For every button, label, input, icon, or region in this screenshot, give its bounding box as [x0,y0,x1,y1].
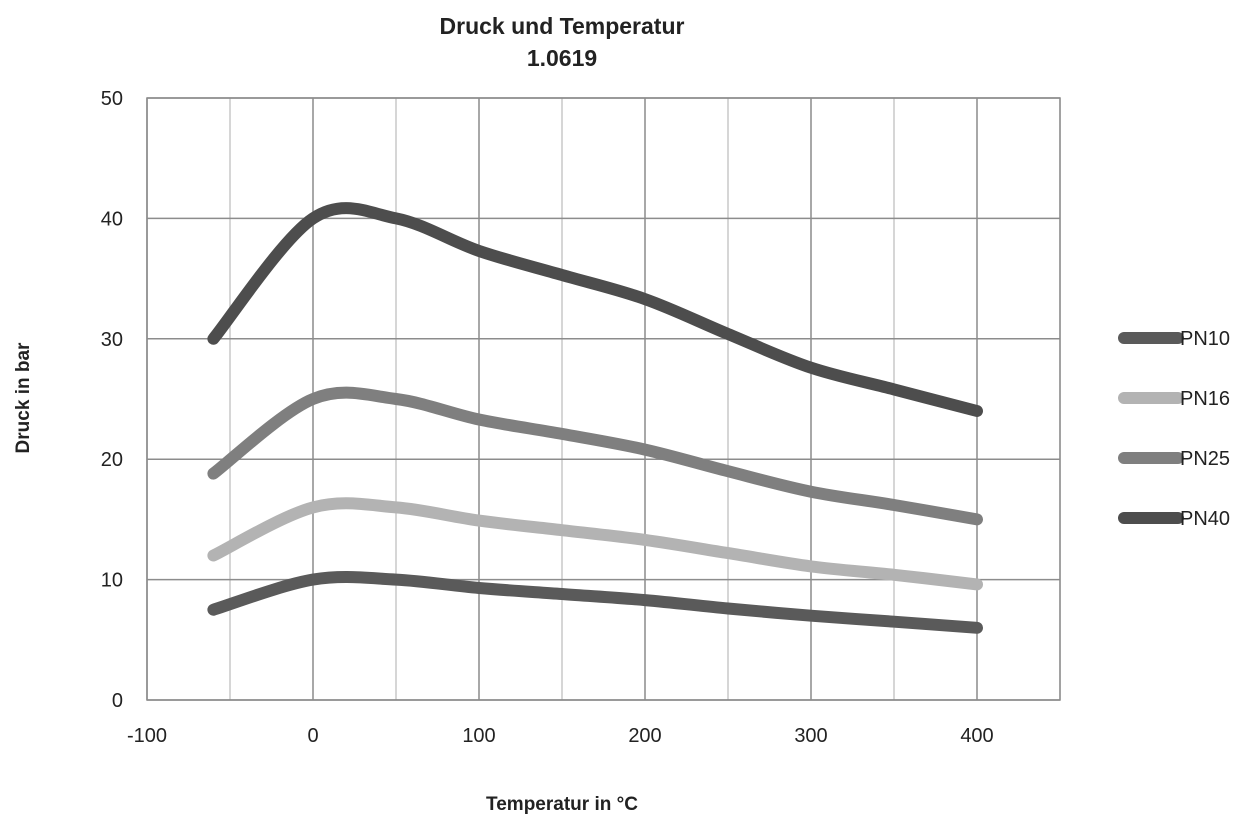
chart-title: Druck und Temperatur 1.0619 [0,10,1124,74]
y-axis-title: Druck in bar [13,342,34,453]
y-tick-label: 20 [101,449,123,471]
y-tick-label: 40 [101,208,123,230]
series-layer [207,202,983,634]
chart-title-line: Druck und Temperatur [439,13,685,39]
y-tick-label: 10 [101,570,123,592]
x-tick-label: 0 [307,725,318,747]
legend: PN10 PN16 PN25 PN40 [1118,328,1230,530]
legend-label-pn10: PN10 [1180,328,1230,350]
series-line-pn40 [207,202,983,417]
legend-label-pn25: PN25 [1180,448,1230,470]
grid-layer [146,97,1061,701]
series-line-pn16 [207,497,983,591]
x-tick-label: 100 [462,725,495,747]
legend-label-pn40: PN40 [1180,508,1230,530]
y-tick-label: 30 [101,329,123,351]
y-tick-label: 50 [101,88,123,110]
x-tick-label: 200 [628,725,661,747]
x-axis-title: Temperatur in °C [486,794,638,815]
y-tick-label: 0 [112,690,123,712]
series-line-pn25 [207,386,983,526]
x-tick-label: -100 [127,725,167,747]
x-tick-label: 400 [960,725,993,747]
plot-frame [146,97,1061,701]
series-line-pn10 [207,571,983,634]
legend-label-pn16: PN16 [1180,388,1230,410]
x-tick-label: 300 [794,725,827,747]
chart-subtitle-line: 1.0619 [526,45,598,71]
